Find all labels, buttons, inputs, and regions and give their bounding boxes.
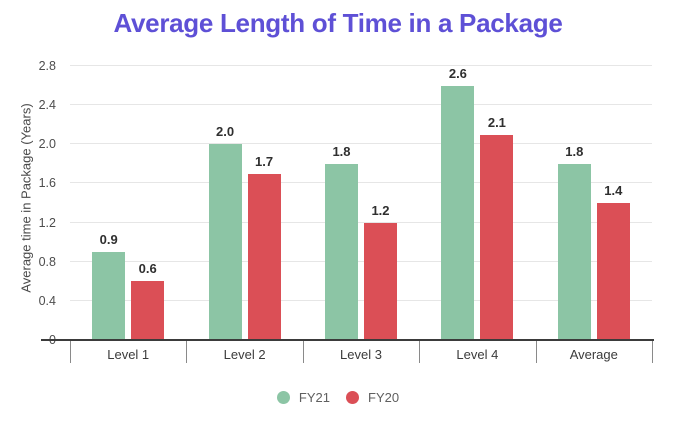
bar-value-label: 0.9 <box>99 231 118 247</box>
x-category-label: Average <box>569 347 618 362</box>
gridline <box>70 299 652 301</box>
bar-fy20-average[interactable] <box>596 203 630 340</box>
bar-fy20-level-3[interactable] <box>364 222 397 340</box>
bar-fy20-level-4[interactable] <box>480 134 514 340</box>
x-axis-tick <box>70 341 71 363</box>
legend-label: FY20 <box>368 390 400 405</box>
bar-fy21-level-2[interactable] <box>208 144 242 340</box>
y-tick-label: 0.8 <box>38 254 56 269</box>
legend-item-fy20: FY20 <box>346 390 399 405</box>
gridline <box>70 143 652 145</box>
plot-area: 0.9 2.0 1.8 2.6 1.8 0.6 1.7 1.2 2.1 1.4 <box>70 65 652 340</box>
gridline <box>70 104 652 106</box>
gridline <box>70 65 652 66</box>
x-axis-tick <box>652 341 653 363</box>
x-axis-line <box>41 339 654 341</box>
x-axis-tick <box>186 341 188 363</box>
y-tick-label: 1.2 <box>38 215 56 230</box>
bar-fy21-level-1[interactable] <box>92 251 126 340</box>
y-tick-label: 2.8 <box>38 59 56 73</box>
bar-value-label: 2.1 <box>487 114 506 130</box>
bar-value-label: 2.6 <box>448 65 467 81</box>
legend: FY21 FY20 <box>0 390 676 405</box>
x-category-label: Level 2 <box>223 347 266 362</box>
gridline <box>70 260 652 262</box>
bar-value-label: 1.7 <box>255 153 274 169</box>
x-axis-tick <box>535 341 537 363</box>
bar-value-label: 2.0 <box>216 124 235 140</box>
y-tick-label: 2.4 <box>38 98 56 113</box>
x-category-label: Level 3 <box>340 347 382 362</box>
legend-item-fy21: FY21 <box>276 390 330 405</box>
y-tick-label: 2.0 <box>38 137 56 152</box>
x-category-label: Level 1 <box>107 347 150 362</box>
fy20-swatch-icon <box>346 391 359 404</box>
gridline <box>70 221 652 223</box>
gridline <box>70 182 652 184</box>
y-tick-label: 0.4 <box>38 293 56 308</box>
bar-fy20-level-1[interactable] <box>131 281 165 340</box>
bar-fy21-level-4[interactable] <box>441 85 475 340</box>
bar-value-label: 1.8 <box>332 143 351 159</box>
chart-title: Average Length of Time in a Package <box>113 8 563 38</box>
bar-fy21-level-3[interactable] <box>325 163 358 340</box>
bar-value-label: 1.4 <box>604 183 623 198</box>
bar-value-label: 0.6 <box>138 261 157 277</box>
y-tick-label: 1.6 <box>38 176 56 191</box>
legend-label: FY21 <box>298 390 330 405</box>
fy21-swatch-icon <box>276 391 290 404</box>
bar-fy21-average[interactable] <box>557 163 591 340</box>
bar-value-label: 1.2 <box>371 202 390 218</box>
x-category-label: Level 4 <box>456 347 499 362</box>
bar-value-label: 1.8 <box>565 143 584 159</box>
x-axis-tick <box>419 341 421 363</box>
x-axis-tick <box>302 341 304 363</box>
bar-fy20-level-2[interactable] <box>247 173 281 340</box>
